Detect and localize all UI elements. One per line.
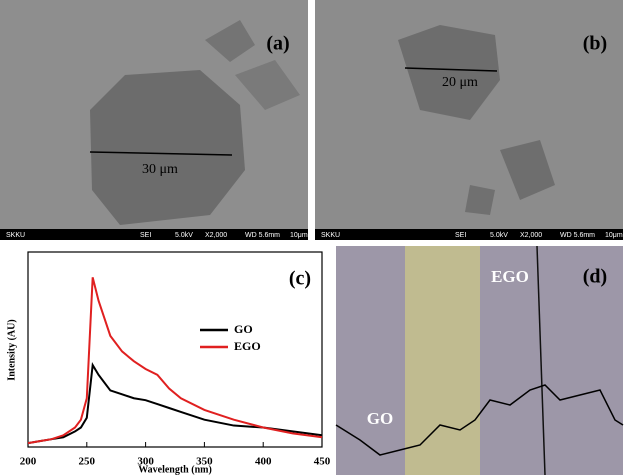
edge-line [536, 245, 546, 475]
scale-label: 30 μm [142, 162, 178, 177]
footer-text: 10μm [605, 232, 623, 239]
footer-text: WD 5.6mm [560, 232, 595, 239]
height-profile [335, 384, 624, 456]
series-line [27, 362, 323, 445]
x-tick-label: 350 [196, 456, 213, 468]
series-line [27, 277, 323, 445]
flake [398, 25, 500, 120]
footer-text: SKKU [321, 232, 340, 239]
panel-a: 30 μm (a) SKKU SEI 5.0kV X2,000 WD 5.6mm 10μm [0, 0, 308, 240]
footer-text: WD 5.6mm [245, 232, 280, 239]
scale-line [89, 151, 233, 156]
panel-label: (a) [266, 33, 289, 55]
x-tick-label: 300 [137, 456, 154, 468]
flake [205, 20, 255, 62]
yellow-band [405, 246, 480, 475]
legend-label: GO [234, 322, 253, 336]
footer-text: SEI [455, 232, 466, 239]
flake [500, 140, 555, 200]
footer-text: 5.0kV [175, 232, 193, 239]
footer-text: SKKU [6, 232, 25, 239]
flake [90, 70, 245, 225]
x-tick-label: 200 [20, 456, 37, 468]
x-tick-label: 250 [79, 456, 96, 468]
region-label: EGO [491, 267, 529, 286]
panel-label: (b) [583, 33, 607, 55]
footer-text: 5.0kV [490, 232, 508, 239]
plot-frame [27, 251, 323, 448]
panel-label: (c) [289, 268, 311, 290]
x-axis-label: Wavelength (nm) [138, 464, 212, 475]
footer-text: 10μm [290, 232, 308, 239]
scale-label: 20 μm [442, 75, 478, 90]
footer-text: SEI [140, 232, 151, 239]
panel-d: (d) EGO GO [335, 245, 624, 475]
flake [465, 185, 495, 215]
panel-label: (d) [583, 266, 607, 288]
footer-text: X2,000 [205, 232, 227, 239]
region-label: GO [367, 409, 393, 428]
x-tick-label: 400 [255, 456, 272, 468]
x-tick-label: 450 [314, 456, 331, 468]
footer-bar [0, 229, 308, 240]
scale-line [404, 67, 498, 72]
y-axis-label: Intensity (AU) [6, 319, 17, 380]
panel-b: 20 μm (b) SKKU SEI 5.0kV X2,000 WD 5.6mm 10μm [315, 0, 623, 240]
footer-text: X2,000 [520, 232, 542, 239]
footer-bar [315, 229, 623, 240]
legend-label: EGO [234, 339, 261, 353]
flake [235, 60, 300, 110]
panel-c: (c) Wavelength (nm) Intensity (AU) 200 25… [6, 251, 331, 475]
